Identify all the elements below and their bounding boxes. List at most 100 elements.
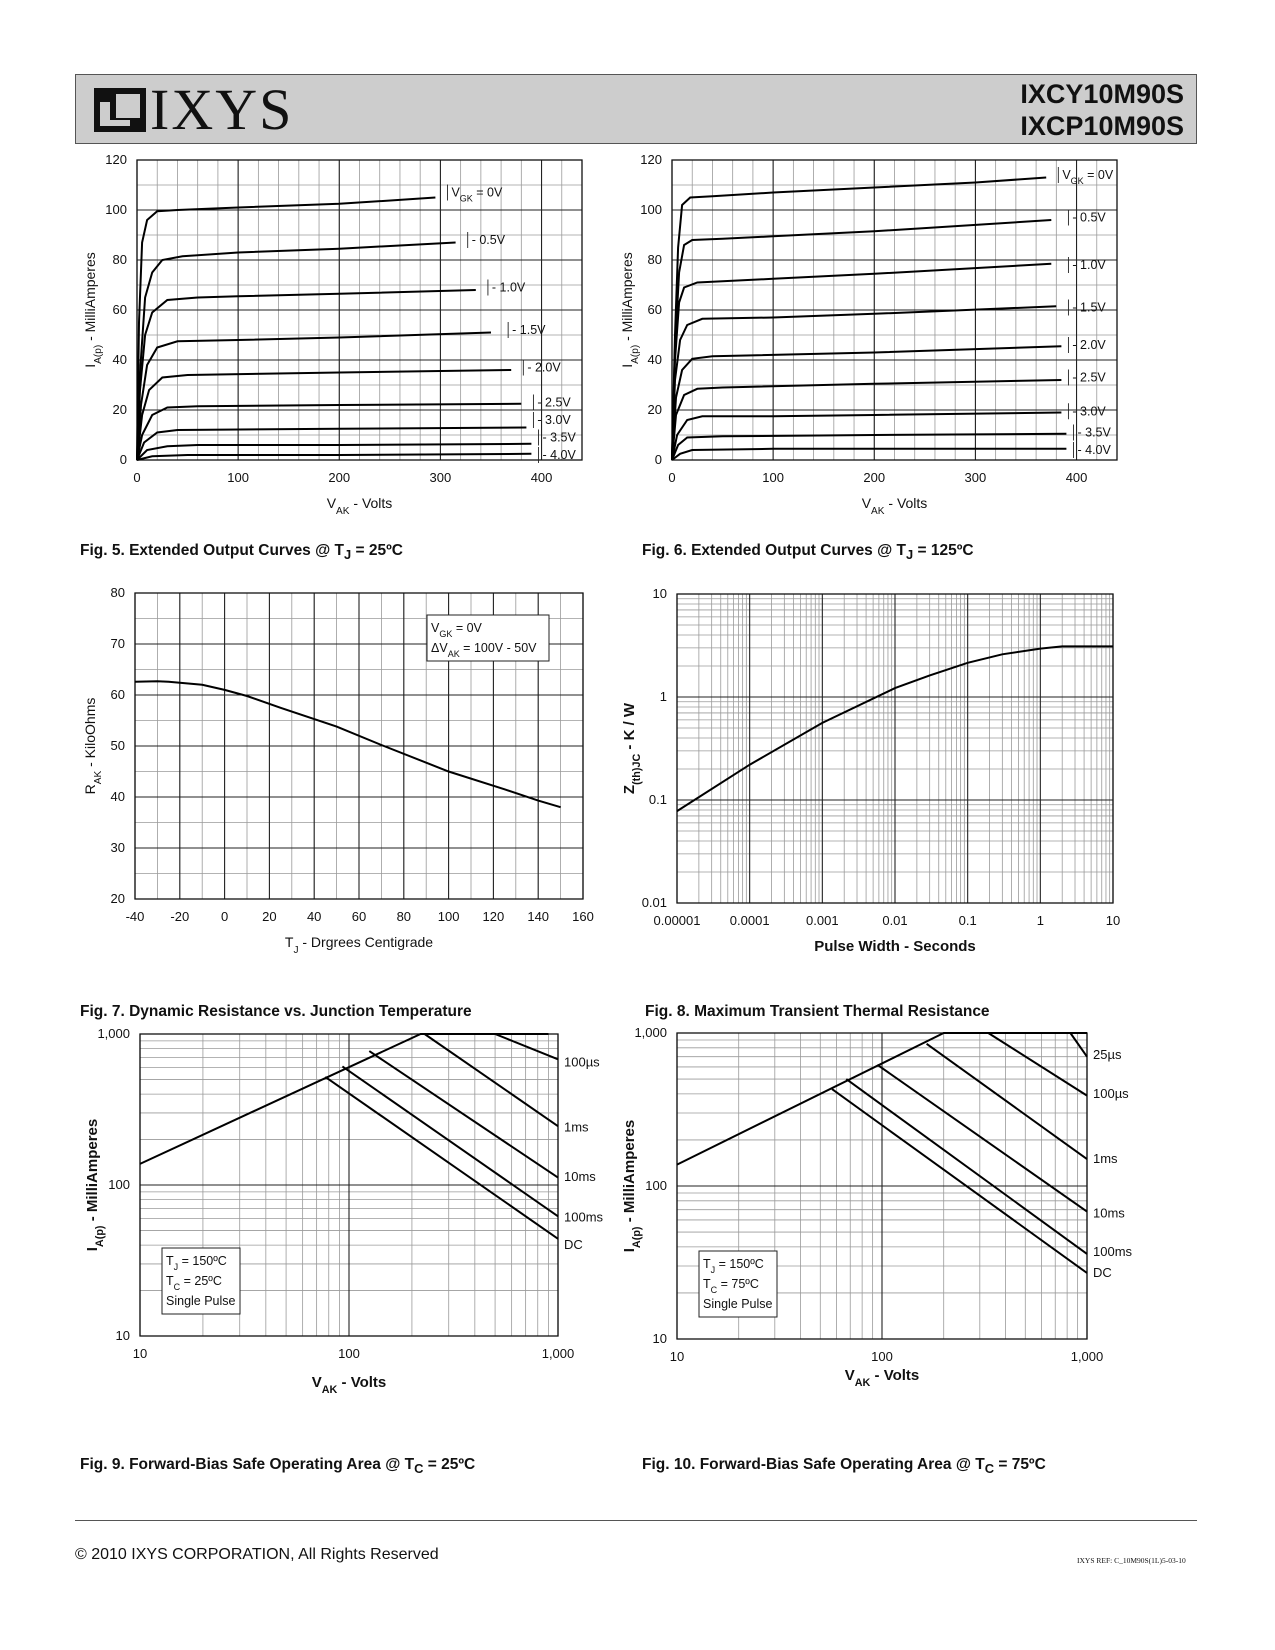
- x-tick-label: 0.01: [882, 913, 907, 928]
- document-ref: IXYS REF: C_10M90S(1L)5-03-10: [1077, 1556, 1186, 1565]
- series-label: - 1.5V: [1072, 301, 1106, 315]
- series-label: - 4.0V: [542, 448, 576, 462]
- series-line: [671, 432, 1067, 461]
- legend-item: TC = 75ºC: [703, 1277, 759, 1295]
- fig6-caption: Fig. 6. Extended Output Curves @ TJ = 12…: [642, 542, 974, 563]
- series-label: VGK = 0V: [1062, 168, 1114, 186]
- part-number-1: IXCY10M90S: [1020, 79, 1184, 109]
- series-label: 1ms: [1093, 1151, 1118, 1166]
- y-tick-label: 80: [113, 252, 127, 267]
- series-line: [987, 1032, 1088, 1097]
- series-label: - 1.0V: [492, 281, 526, 295]
- y-tick-label: 1,000: [634, 1025, 667, 1040]
- fig9-chart: 10 100 1,000 10 100 1,000 VAK - Volts IA(p) - M…: [84, 1026, 604, 1396]
- y-tick-label: 30: [111, 840, 125, 855]
- y-tick-label: 0.01: [642, 895, 667, 910]
- series-line: [136, 426, 527, 461]
- y-axis-label: IA(p) - MilliAmperes: [621, 1120, 643, 1252]
- series-label: 1ms: [564, 1120, 589, 1135]
- fig5-plot-frame: [136, 159, 583, 461]
- x-tick-label: 10: [1106, 913, 1120, 928]
- y-tick-label: 100: [105, 202, 127, 217]
- series-label: - 0.5V: [1072, 211, 1106, 225]
- x-axis-label: VAK - Volts: [845, 1367, 920, 1389]
- x-tick-label: 200: [863, 470, 885, 485]
- x-tick-label: 0.1: [959, 913, 977, 928]
- x-tick-label: 0: [668, 470, 675, 485]
- legend-item: Single Pulse: [166, 1294, 236, 1308]
- series-line: [671, 345, 1062, 461]
- fig8-grid: [676, 593, 1114, 904]
- series-line: [136, 402, 522, 461]
- series-line: [136, 241, 456, 461]
- legend-box: [698, 1250, 778, 1318]
- y-tick-label: 40: [648, 352, 662, 367]
- y-tick-label: 70: [111, 636, 125, 651]
- fig6-plot-frame: [671, 159, 1118, 461]
- y-tick-label: 20: [113, 402, 127, 417]
- legend-item: VGK = 0V: [431, 621, 483, 639]
- series-label: - 1.5V: [512, 323, 546, 337]
- series-label: - 2.5V: [537, 396, 571, 410]
- x-tick-label: 400: [1066, 470, 1088, 485]
- series-line: [671, 219, 1052, 461]
- fig6-chart: 0 100 200 300 400 0 20 40 60 80 100 120 VAK - Volts I…: [619, 152, 1118, 517]
- y-tick-label: 20: [111, 891, 125, 906]
- x-axis-label: TJ - Drgrees Centigrade: [285, 934, 433, 956]
- series-line: [671, 411, 1062, 461]
- y-axis-label: IA(p) - MilliAmperes: [619, 252, 641, 368]
- series-label: 100µs: [564, 1054, 600, 1069]
- series-label: - 2.5V: [1072, 371, 1106, 385]
- x-tick-label: 0.00001: [654, 913, 701, 928]
- series-label: VGK = 0V: [451, 186, 503, 204]
- fig5-caption: Fig. 5. Extended Output Curves @ TJ = 25…: [80, 542, 403, 563]
- fig9-caption: Fig. 9. Forward-Bias Safe Operating Area…: [80, 1456, 476, 1477]
- y-tick-label: 60: [113, 302, 127, 317]
- series-label: 100µs: [1093, 1086, 1129, 1101]
- series-line: [136, 289, 476, 461]
- series-label: - 4.0V: [1077, 443, 1111, 457]
- fig5-chart: 0 100 200 300 400 0 20 40 60 80 100 120 VAK - Volts I…: [82, 152, 583, 517]
- y-tick-label: 0: [655, 452, 662, 467]
- series-label: - 3.0V: [1072, 404, 1106, 418]
- ixys-logo: IXYS: [94, 81, 293, 139]
- x-axis-label: VAK - Volts: [327, 495, 393, 517]
- fig10-chart: 10 100 1,000 10 100 1,000 VAK - Volts IA(p) - M…: [621, 1025, 1133, 1389]
- y-tick-label: 80: [111, 585, 125, 600]
- x-tick-label: 160: [572, 909, 594, 924]
- series-label: - 3.5V: [542, 431, 576, 445]
- y-axis-label: Z(th)JC - K / W: [621, 702, 643, 794]
- fig7-plot-frame: [134, 592, 584, 900]
- series-line: [136, 196, 436, 461]
- footer-rule: [75, 1520, 1197, 1521]
- series-label: 25µs: [1093, 1047, 1122, 1062]
- fig9-plot-frame: [139, 1033, 559, 1337]
- ixys-logo-icon: [94, 88, 146, 132]
- series-label: - 2.0V: [1072, 338, 1106, 352]
- series-line: [845, 1078, 1088, 1255]
- fig10-plot-frame: [676, 1032, 1088, 1340]
- legend-box: [426, 614, 550, 662]
- x-tick-label: 80: [397, 909, 411, 924]
- fig8-plot-frame: [676, 593, 1114, 904]
- x-tick-label: 1,000: [1071, 1349, 1104, 1364]
- legend-item: TJ = 150ºC: [703, 1257, 764, 1275]
- legend-item: ΔVAK = 100V - 50V: [431, 641, 537, 659]
- x-tick-label: 10: [670, 1349, 684, 1364]
- series-line: [831, 1088, 1088, 1274]
- x-tick-label: 100: [338, 1346, 360, 1361]
- series-line: [1069, 1032, 1088, 1058]
- series-label: 10ms: [564, 1169, 596, 1184]
- y-tick-label: 0: [120, 452, 127, 467]
- series-line: [136, 331, 492, 461]
- fig8-chart: 0.00001 0.0001 0.001 0.01 0.1 1 10 0.01 0.1 1 10 Pu…: [621, 586, 1120, 955]
- x-tick-label: -40: [126, 909, 145, 924]
- series-line: [139, 1033, 549, 1165]
- y-tick-label: 80: [648, 252, 662, 267]
- series-line: [341, 1065, 559, 1218]
- legend-box: [161, 1247, 241, 1315]
- y-tick-label: 50: [111, 738, 125, 753]
- series-line: [676, 1032, 1087, 1166]
- series-line: [424, 1033, 559, 1128]
- series-line: [671, 379, 1062, 461]
